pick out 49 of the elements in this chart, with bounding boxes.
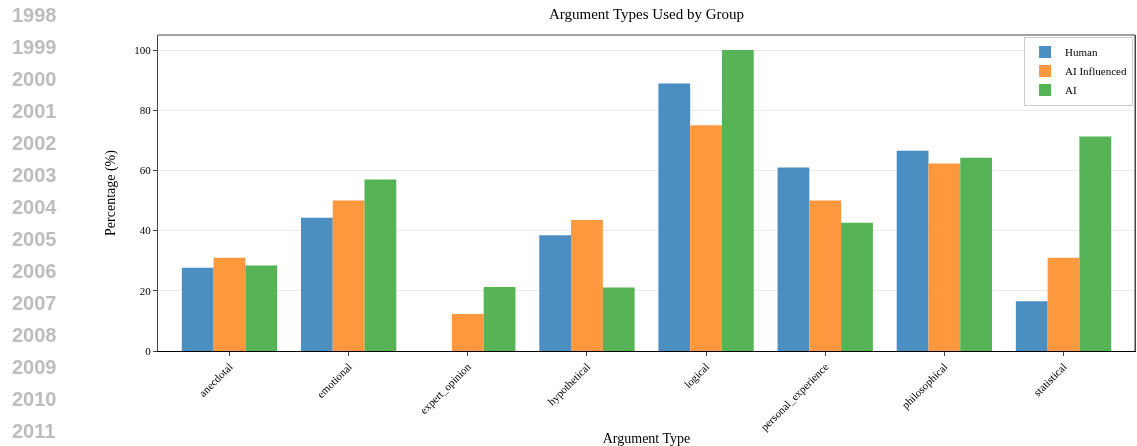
text: 2003 bbox=[12, 164, 57, 186]
legend-label: AI bbox=[1065, 84, 1077, 97]
y-tick-label: 80 bbox=[139, 104, 152, 117]
bar bbox=[539, 235, 572, 351]
text: 1998 bbox=[12, 4, 57, 26]
y-tick-label: 60 bbox=[139, 164, 152, 177]
chart-title: Argument Types Used by Group bbox=[548, 5, 745, 22]
bar bbox=[245, 265, 278, 351]
bar bbox=[1015, 301, 1048, 351]
bar bbox=[777, 167, 810, 351]
text: 2007 bbox=[12, 292, 57, 314]
bar bbox=[690, 125, 722, 351]
bar bbox=[658, 83, 691, 351]
bar bbox=[364, 179, 397, 351]
text: 2002 bbox=[12, 132, 57, 154]
text: 2010 bbox=[12, 388, 57, 410]
bar bbox=[332, 200, 365, 351]
text: 2011 bbox=[12, 420, 56, 442]
bar bbox=[451, 313, 484, 351]
text: 2005 bbox=[12, 228, 57, 250]
bar bbox=[571, 220, 603, 351]
text: 2004 bbox=[12, 196, 58, 218]
legend-label: Human bbox=[1065, 46, 1098, 59]
bar bbox=[602, 287, 635, 351]
bar bbox=[1079, 136, 1112, 351]
bar bbox=[896, 150, 929, 351]
bar bbox=[181, 267, 214, 351]
bar bbox=[483, 286, 516, 351]
bar bbox=[1047, 257, 1080, 351]
bar bbox=[213, 257, 246, 351]
bar bbox=[809, 200, 842, 351]
legend-label: AI Influenced bbox=[1065, 65, 1127, 78]
y-tick-label: 100 bbox=[134, 43, 152, 56]
text: 1999 bbox=[12, 36, 57, 58]
y-tick-label: 40 bbox=[139, 224, 152, 237]
bar bbox=[721, 50, 754, 351]
bar bbox=[300, 217, 333, 351]
x-axis-title: Argument Type bbox=[602, 431, 691, 446]
text: 2000 bbox=[12, 68, 57, 90]
bar bbox=[841, 222, 873, 351]
y-tick-label: 0 bbox=[145, 344, 152, 357]
bar bbox=[928, 163, 961, 351]
text: 2006 bbox=[12, 260, 57, 282]
text: 2008 bbox=[12, 324, 57, 346]
y-tick-label: 20 bbox=[139, 284, 152, 297]
y-axis-title: Percentage (%) bbox=[102, 149, 119, 236]
text: 2009 bbox=[12, 356, 57, 378]
bar bbox=[960, 157, 993, 351]
text: 2001 bbox=[12, 100, 57, 122]
